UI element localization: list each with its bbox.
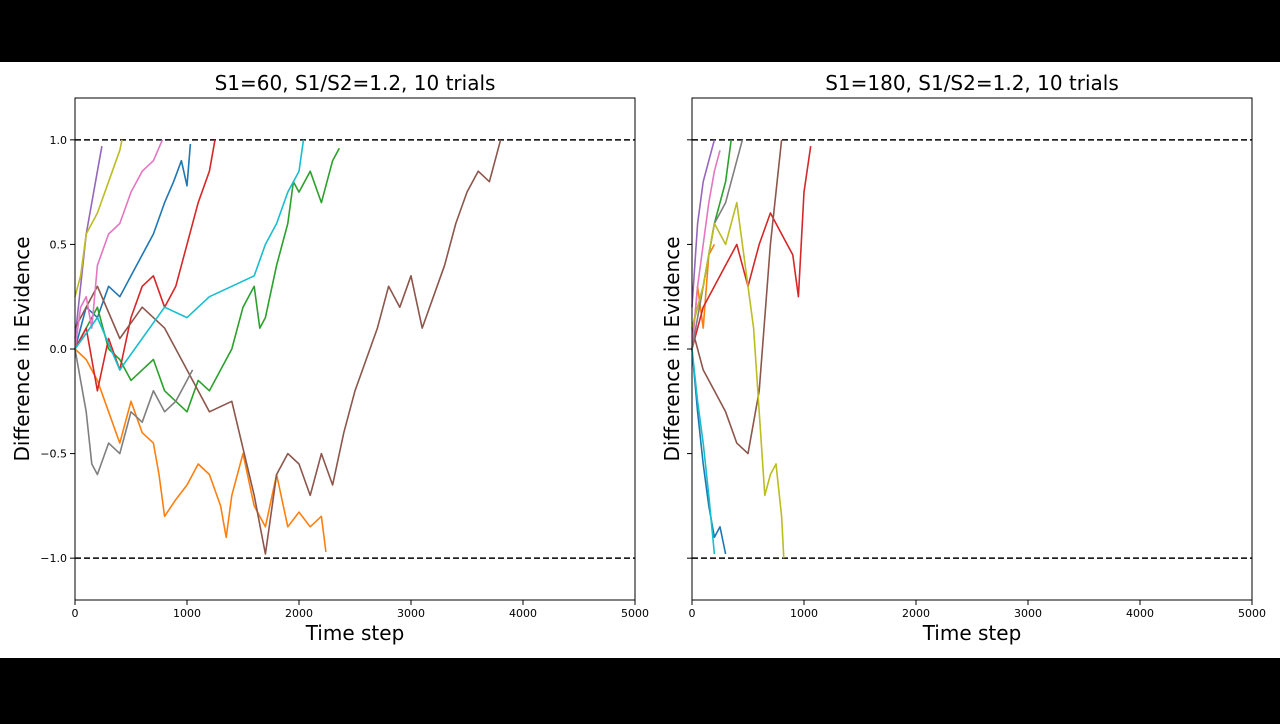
series-line-5 — [74, 145, 103, 339]
x-tick-label: 4000 — [509, 607, 537, 620]
series-line-4 — [691, 145, 812, 350]
y-tick-label: −0.5 — [40, 448, 67, 461]
x-axis-label: Time step — [922, 621, 1022, 645]
series-line-6 — [691, 139, 783, 455]
x-tick-label: 2000 — [902, 607, 930, 620]
x-tick-label: 1000 — [173, 607, 201, 620]
chart-title: S1=180, S1/S2=1.2, 10 trials — [825, 71, 1119, 95]
series-line-3 — [74, 147, 341, 413]
series-line-8 — [74, 348, 194, 476]
y-tick-label: 0.0 — [50, 343, 68, 356]
series-line-5 — [691, 139, 716, 308]
x-tick-label: 3000 — [1014, 607, 1042, 620]
x-tick-label: 5000 — [1238, 607, 1266, 620]
y-axis-label: Difference in Evidence — [10, 236, 34, 461]
series-line-6 — [74, 139, 502, 555]
figure-background — [0, 62, 1280, 658]
y-axis-label: Difference in Evidence — [660, 236, 684, 461]
series-line-10 — [691, 348, 716, 555]
series-line-10 — [74, 139, 305, 371]
y-ticks: −1.0 −0.5 0.0 0.5 1.0 — [40, 134, 75, 565]
x-tick-label: 1000 — [790, 607, 818, 620]
y-ticks — [687, 139, 692, 559]
series-group — [74, 139, 502, 555]
threshold-lines — [692, 139, 1252, 559]
x-ticks: 0 1000 2000 3000 4000 5000 — [689, 600, 1266, 620]
x-tick-label: 5000 — [621, 607, 649, 620]
x-tick-label: 3000 — [397, 607, 425, 620]
y-tick-label: −1.0 — [40, 552, 67, 565]
axes-frame — [74, 97, 636, 601]
x-axis-label: Time step — [305, 621, 405, 645]
series-line-2 — [74, 348, 327, 553]
series-line-9 — [74, 139, 123, 297]
series-line-7 — [74, 139, 164, 350]
y-tick-label: 0.5 — [50, 238, 68, 251]
chart-right: S1=180, S1/S2=1.2, 10 trials Time step D… — [660, 71, 1266, 645]
series-line-7 — [691, 150, 721, 350]
series-line-9 — [691, 201, 785, 559]
series-line-1 — [691, 348, 727, 555]
x-ticks: 0 1000 2000 3000 4000 5000 — [72, 600, 649, 620]
chart-left: S1=60, S1/S2=1.2, 10 trials Time step Di… — [10, 71, 649, 645]
series-line-4 — [74, 139, 216, 392]
x-tick-label: 0 — [689, 607, 696, 620]
chart-title: S1=60, S1/S2=1.2, 10 trials — [215, 71, 496, 95]
series-group — [691, 139, 812, 559]
y-tick-label: 1.0 — [50, 134, 68, 147]
series-line-8 — [691, 139, 744, 350]
x-tick-label: 2000 — [285, 607, 313, 620]
x-tick-label: 0 — [72, 607, 79, 620]
threshold-lines — [75, 139, 635, 559]
axes-frame — [691, 97, 1253, 601]
x-tick-label: 4000 — [1126, 607, 1154, 620]
